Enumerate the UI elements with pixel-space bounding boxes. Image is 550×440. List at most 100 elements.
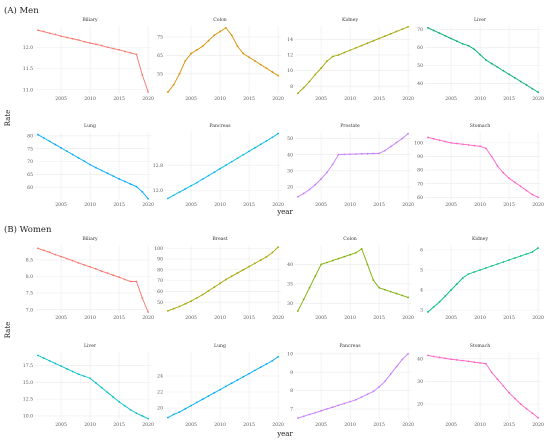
data-point (450, 289, 452, 291)
data-point (71, 37, 74, 40)
x-tick-label: 2020 (532, 422, 544, 428)
data-point (395, 30, 398, 33)
data-point (490, 155, 493, 158)
y-tick-label: 90 (417, 154, 423, 160)
data-point (242, 153, 245, 156)
y-tick-label: 5 (420, 268, 423, 274)
panel-men-stomach: Stomach 2005 2010 2015 2020 60 70 80 90 100 (414, 123, 544, 208)
data-point (514, 181, 516, 184)
panel-title: Prostate (340, 123, 360, 129)
data-point (320, 67, 322, 70)
x-tick-label: 2015 (113, 96, 125, 102)
data-point (147, 197, 150, 200)
x-tick-label: 2010 (84, 315, 96, 321)
data-point (302, 86, 305, 89)
x-tick-label: 2015 (243, 202, 255, 208)
data-point (461, 359, 464, 362)
y-tick-label: 30 (287, 168, 293, 174)
data-point (124, 180, 126, 183)
data-point (473, 271, 476, 273)
data-point (432, 306, 435, 308)
data-point (259, 259, 262, 262)
data-point (71, 259, 74, 262)
x-tick-label: 2020 (402, 422, 414, 428)
data-point (456, 40, 458, 43)
data-point (355, 46, 357, 49)
y-tick-label: 70 (417, 181, 423, 187)
data-point (326, 408, 328, 410)
data-point (531, 251, 534, 253)
y-tick-label: 40 (417, 356, 423, 362)
panel-title: Kidney (472, 236, 489, 242)
data-point (254, 369, 256, 372)
data-point (297, 92, 299, 95)
y-tick-label: 12.5 (23, 397, 33, 403)
x-tick-label: 2015 (113, 422, 125, 428)
x-tick-label: 2020 (532, 96, 544, 102)
series-line (37, 247, 149, 313)
data-point (236, 379, 239, 381)
data-point (230, 382, 233, 385)
data-point (54, 362, 57, 365)
data-point (297, 417, 299, 420)
y-tick-label: 15.0 (23, 380, 33, 386)
data-point (225, 164, 227, 167)
panel-women-liver: Liver 2005 2010 2015 2020 10.0 12.5 15.0 17.5 (23, 343, 154, 428)
data-point (190, 184, 193, 187)
data-point (490, 62, 493, 65)
x-tick-label: 2015 (503, 315, 515, 321)
data-point (337, 257, 340, 260)
x-tick-label: 2020 (142, 202, 154, 208)
data-point (178, 411, 181, 413)
data-point (207, 289, 210, 292)
data-point (118, 400, 120, 403)
x-tick-label: 2005 (185, 422, 197, 428)
data-point (213, 391, 216, 394)
series-line (427, 137, 539, 198)
data-point (389, 373, 392, 375)
panel-title: Lung (84, 123, 96, 129)
data-point (508, 391, 510, 394)
y-tick-label: 22 (157, 390, 163, 396)
data-point (201, 293, 204, 296)
data-point (502, 171, 505, 174)
data-point (308, 286, 311, 289)
x-tick-label: 2010 (84, 202, 96, 208)
data-point (366, 152, 369, 155)
data-point (326, 60, 328, 63)
data-point (167, 309, 169, 312)
y-tick-label: 8.0 (26, 274, 33, 280)
x-tick-label: 2015 (503, 96, 515, 102)
data-point (42, 30, 45, 33)
data-point (427, 26, 429, 29)
y-tick-label: 30 (417, 379, 423, 385)
data-point (378, 286, 380, 289)
data-point (77, 262, 80, 264)
data-point (537, 416, 539, 419)
data-point (225, 278, 227, 281)
data-point (112, 47, 115, 50)
data-point (37, 247, 39, 250)
data-point (95, 382, 97, 384)
data-point (531, 193, 534, 196)
data-point (444, 34, 447, 37)
x-tick-label: 2020 (402, 315, 414, 321)
data-point (248, 56, 251, 59)
data-point (407, 132, 409, 135)
data-point (302, 192, 305, 195)
y-tick-label: 12.0 (23, 45, 33, 51)
data-point (490, 371, 493, 374)
x-tick-label: 2005 (55, 96, 67, 102)
x-tick-label: 2010 (344, 315, 356, 321)
data-point (314, 275, 317, 277)
data-point (89, 42, 91, 44)
series-line (167, 133, 279, 199)
data-point (378, 37, 380, 40)
x-tick-label: 2010 (214, 315, 226, 321)
data-point (450, 37, 452, 40)
x-tick-label: 2005 (185, 96, 197, 102)
data-point (242, 52, 245, 55)
data-point (343, 51, 346, 54)
data-point (141, 415, 144, 417)
